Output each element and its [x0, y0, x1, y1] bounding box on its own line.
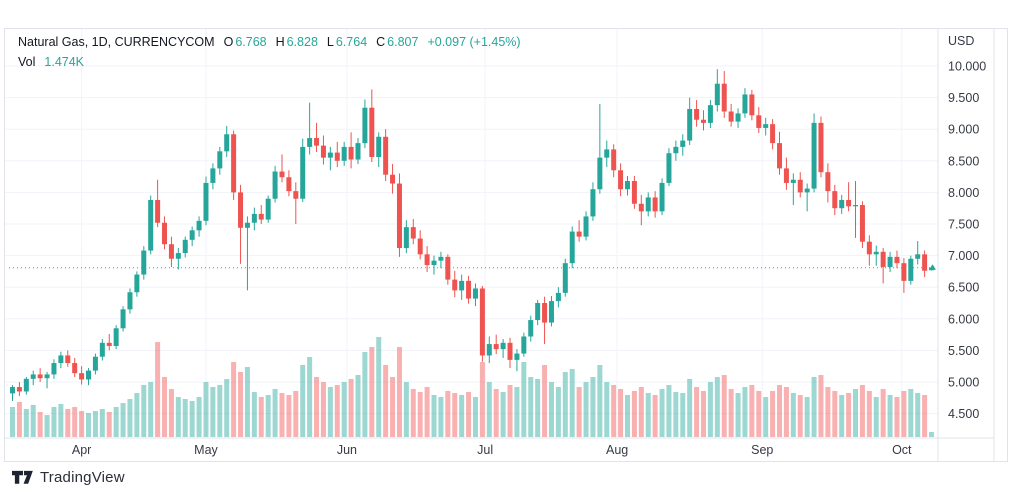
- chart-widget: USD 10.000 9.500 9.000 8.500 8.000 7.500 7.000 6…: [4, 28, 1008, 462]
- time-tick-label: Apr: [72, 443, 91, 457]
- legend-symbol-row: Natural Gas, 1D, CURRENCYCOM O 6.768 H 6…: [18, 32, 521, 52]
- price-tick-label: 5.500: [948, 344, 979, 358]
- candles-layer: [10, 69, 935, 401]
- price-tick-label: 10.000: [948, 60, 986, 74]
- price-tick-label: 4.500: [948, 407, 979, 421]
- ohlc-close: C 6.807: [376, 35, 419, 49]
- price-tick-label: 6.500: [948, 281, 979, 295]
- tradingview-logo-icon: [12, 470, 33, 484]
- time-tick-label: Jul: [477, 443, 493, 457]
- ohlc-open: O 6.768: [223, 35, 267, 49]
- time-tick-label: May: [194, 443, 218, 457]
- chart-legend: Natural Gas, 1D, CURRENCYCOM O 6.768 H 6…: [18, 32, 521, 72]
- last-price-line: [9, 264, 936, 270]
- price-change: +0.097 (+1.45%): [427, 35, 521, 49]
- time-tick-label: Jun: [337, 443, 357, 457]
- volume-label: Vol: [18, 55, 36, 69]
- price-tick-label: 7.000: [948, 249, 979, 263]
- pane-separators: [5, 29, 995, 461]
- tradingview-brand-text: TradingView: [40, 469, 125, 486]
- price-tick-label: 8.000: [948, 186, 979, 200]
- grid-lines: [5, 29, 938, 438]
- price-tick-label: 8.500: [948, 154, 979, 168]
- price-tick-label: 9.500: [948, 91, 979, 105]
- candlestick-chart-canvas[interactable]: USD 10.000 9.500 9.000 8.500 8.000 7.500 7.000 6…: [5, 29, 1007, 461]
- price-tick-label: 6.000: [948, 312, 979, 326]
- ohlc-low: L 6.764: [326, 35, 368, 49]
- time-tick-label: Oct: [892, 443, 912, 457]
- ohlc-high: H 6.828: [275, 35, 318, 49]
- price-axis[interactable]: USD 10.000 9.500 9.000 8.500 8.000 7.500 7.000 6…: [948, 34, 986, 421]
- price-axis-unit: USD: [948, 34, 974, 48]
- volume-value: 1.474K: [44, 55, 85, 69]
- last-price-marker-icon: [929, 264, 936, 270]
- price-tick-label: 9.000: [948, 123, 979, 137]
- tradingview-attribution[interactable]: TradingView: [12, 469, 125, 486]
- time-tick-label: Sep: [751, 443, 773, 457]
- time-tick-label: Aug: [606, 443, 628, 457]
- legend-volume-row: Vol 1.474K: [18, 52, 521, 72]
- volume-bars-layer: [10, 337, 935, 437]
- price-tick-label: 5.000: [948, 376, 979, 390]
- price-tick-label: 7.500: [948, 218, 979, 232]
- time-axis[interactable]: Apr May Jun Jul Aug Sep Oct: [72, 443, 912, 457]
- symbol-title[interactable]: Natural Gas, 1D, CURRENCYCOM: [18, 35, 215, 49]
